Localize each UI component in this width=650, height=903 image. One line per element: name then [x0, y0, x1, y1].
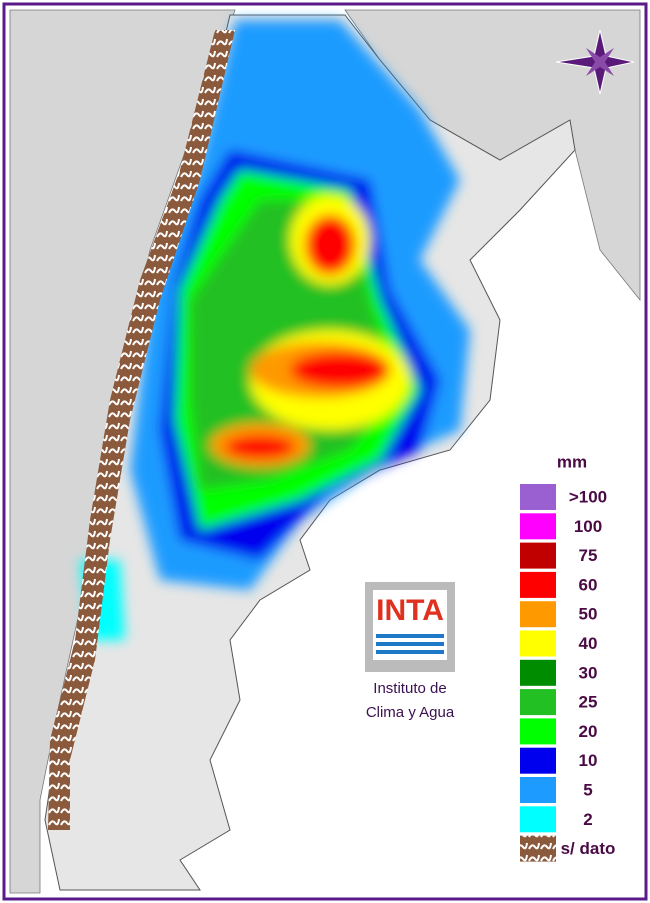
legend-swatch	[520, 689, 556, 716]
legend-swatch	[520, 835, 556, 862]
legend-label: 10	[579, 751, 598, 770]
no-data-strip	[48, 30, 235, 830]
legend-swatch	[520, 513, 556, 540]
legend-label: 30	[579, 663, 598, 682]
legend-title: mm	[557, 452, 587, 471]
legend-swatch	[520, 659, 556, 686]
legend-label: 100	[574, 517, 602, 536]
legend: mm >100 100 75 60 50 40 30 25 20 10 5 2 s/ dato	[520, 452, 616, 862]
precipitation-areas	[80, 20, 470, 640]
legend-label: 2	[583, 810, 592, 829]
legend-swatch	[520, 630, 556, 657]
caption: Instituto de	[373, 680, 446, 697]
legend-swatch	[520, 601, 556, 628]
compass-rose	[555, 29, 635, 95]
legend-label: 25	[579, 693, 598, 712]
legend-swatch	[520, 747, 556, 774]
legend-swatch	[520, 777, 556, 803]
legend-swatch	[520, 806, 556, 833]
legend-label: >100	[569, 487, 607, 506]
legend-label: 60	[579, 575, 598, 594]
legend-label: 50	[579, 605, 598, 624]
legend-swatch	[520, 718, 556, 745]
caption: Clima y Agua	[366, 704, 455, 721]
legend-label: 75	[579, 546, 598, 565]
legend-swatch	[520, 542, 556, 569]
legend-swatch	[520, 484, 556, 510]
legend-label: s/ dato	[561, 839, 616, 858]
legend-swatch	[520, 571, 556, 598]
legend-label: 20	[579, 722, 598, 741]
logo: INTA Instituto de Clima y Agua	[365, 582, 455, 721]
legend-label: 40	[579, 634, 598, 653]
logo-text: INTA	[376, 594, 444, 627]
legend-label: 5	[583, 780, 592, 799]
